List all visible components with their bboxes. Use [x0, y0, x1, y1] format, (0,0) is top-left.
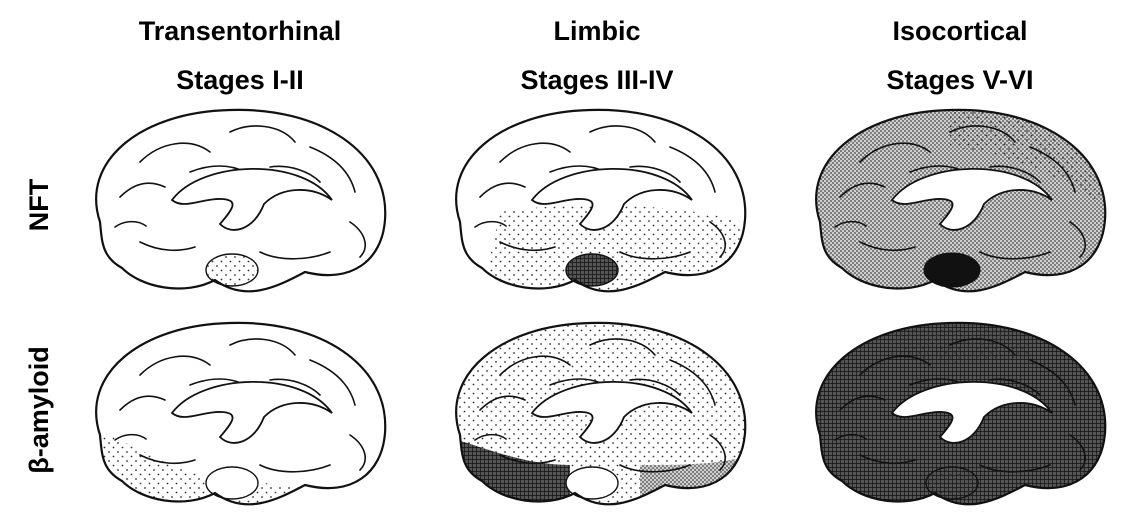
column-title: Limbic: [553, 16, 640, 46]
column-stages: Stages III-IV: [520, 65, 673, 95]
brain-drawing: [95, 108, 387, 293]
row-label: NFT: [24, 178, 54, 231]
brain-drawing: [815, 108, 1107, 293]
brain-drawing: [95, 321, 387, 506]
column-title: Transentorhinal: [139, 16, 342, 46]
column-stages: Stages I-II: [176, 65, 304, 95]
row-label: β-amyloid: [24, 346, 54, 474]
column-stages: Stages V-VI: [886, 65, 1033, 95]
brain-drawing: [455, 321, 747, 506]
brain-drawing: [815, 321, 1107, 506]
column-title: Isocortical: [892, 16, 1027, 46]
brain-drawing: [455, 108, 747, 293]
